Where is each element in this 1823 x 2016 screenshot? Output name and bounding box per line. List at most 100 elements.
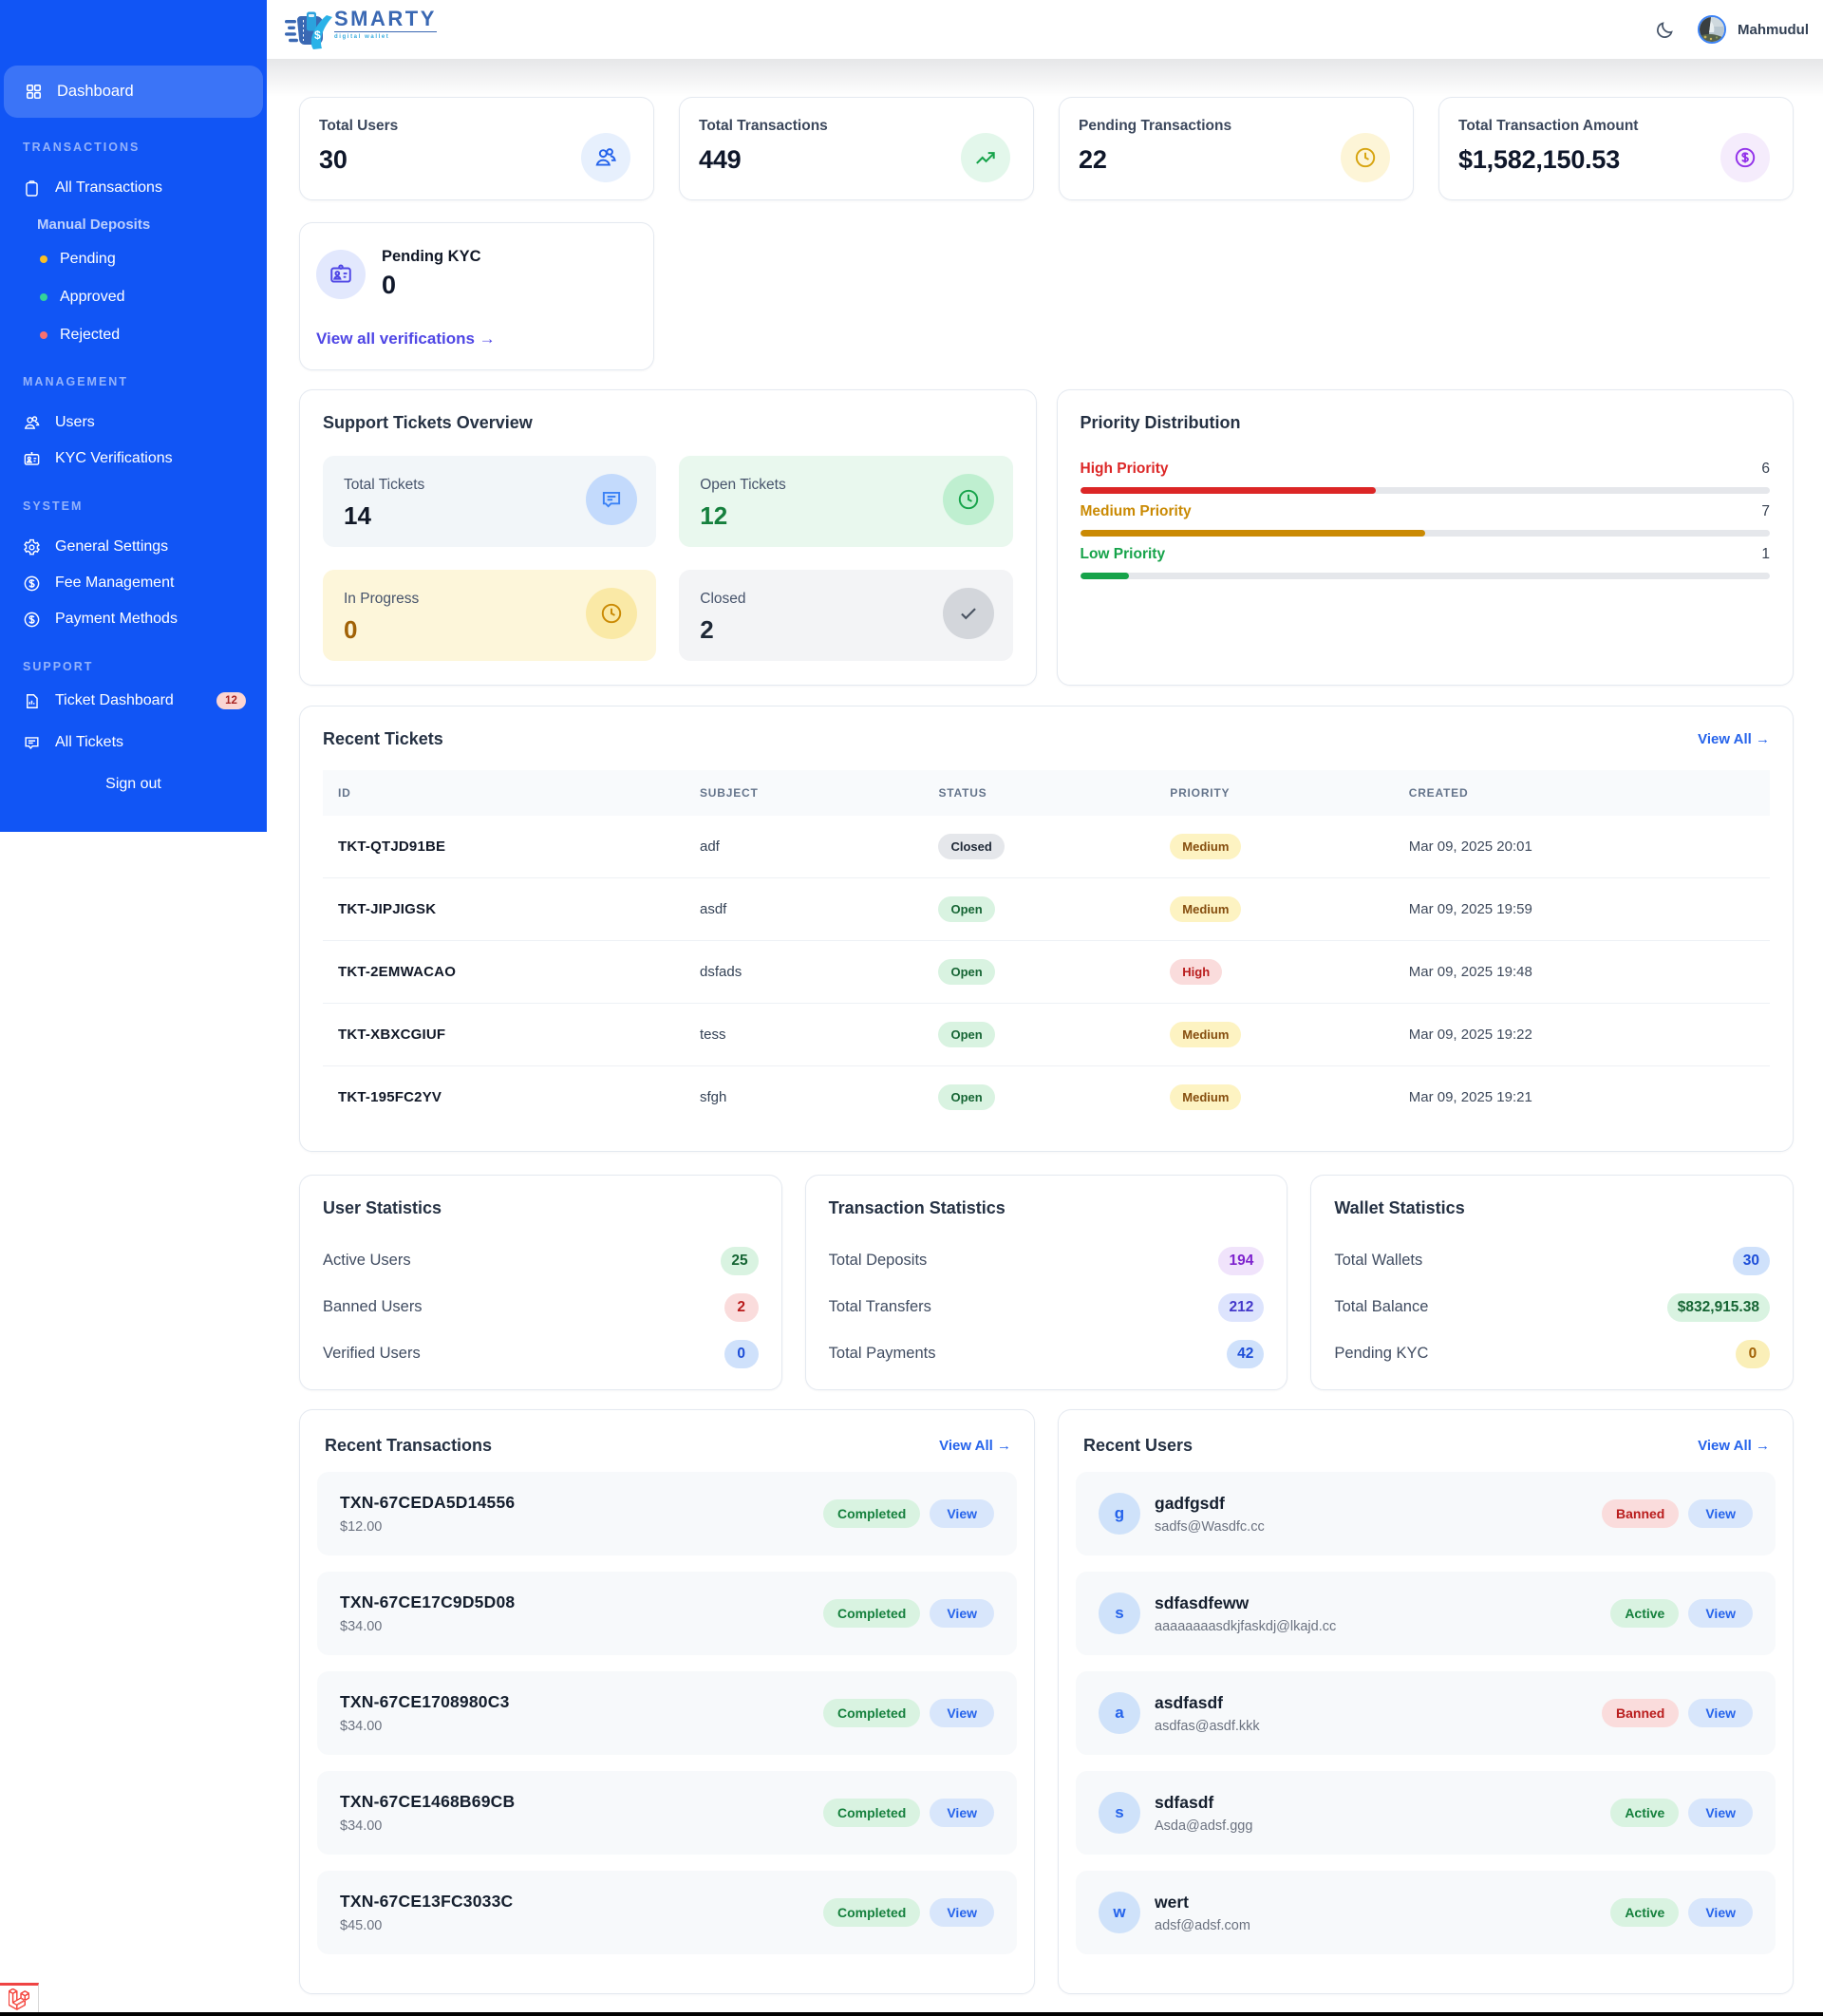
user-row: w wert adsf@adsf.com Active View [1076,1871,1776,1954]
view-transaction-button[interactable]: View [930,1898,994,1927]
user-initial-avatar: w [1099,1892,1140,1933]
kyc-value: 0 [382,271,397,299]
sidebar-item-fee-management[interactable]: Fee Management [0,565,267,601]
sidebar-item-all-transactions[interactable]: All Transactions [0,170,267,206]
user-email: asdfas@asdf.kkk [1155,1718,1260,1734]
stat-value: $1,582,150.53 [1458,145,1621,174]
tile-value: 0 [344,615,358,644]
view-transaction-button[interactable]: View [930,1599,994,1628]
stat-row: Verified Users 0 [323,1330,759,1377]
priority-value: 6 [1761,461,1770,477]
user-name[interactable]: Mahmudul [1738,21,1809,38]
clock-icon [1355,147,1376,168]
status-badge: Open [938,896,995,922]
brand-logo-icon: $ [285,11,332,49]
brand-logo[interactable]: $ SMARTY digital wallet [285,9,437,50]
sidebar-item-dashboard[interactable]: Dashboard [4,66,263,118]
avatar[interactable] [1698,15,1726,44]
column-header-priority: PRIORITY [1155,770,1394,816]
column-header-status: STATUS [923,770,1156,816]
stat-value: 22 [1079,145,1107,174]
sidebar-sublabel-manual-deposits: Manual Deposits [37,216,151,233]
user-row: s sdfasdfeww aaaaaaaasdkjfaskdj@lkajd.cc… [1076,1572,1776,1655]
brand-name: SMARTY [334,7,437,32]
view-user-button[interactable]: View [1688,1499,1753,1528]
sidebar-item-label: Approved [60,289,125,305]
wallet-statistics-card: Wallet Statistics Total Wallets 30 Total… [1310,1175,1794,1390]
recent-row: Recent Transactions View All → TXN-67CED… [299,1409,1794,1994]
sidebar-item-general-settings[interactable]: General Settings [0,529,267,565]
sidebar-item-payment-methods[interactable]: Payment Methods [0,601,267,637]
sidebar-item-rejected[interactable]: Rejected [0,318,267,352]
laravel-debugbar-button[interactable] [0,1983,39,2013]
ticket-created: Mar 09, 2025 19:59 [1393,877,1770,941]
priority-row-medium: Medium Priority 7 [1080,503,1770,537]
view-all-transactions-link[interactable]: View All → [939,1438,1011,1454]
recent-users-card: Recent Users View All → g gadfgsdf sadfs… [1058,1409,1794,1994]
transaction-amount: $34.00 [340,1818,383,1834]
view-user-button[interactable]: View [1688,1799,1753,1827]
view-all-verifications-link[interactable]: View all verifications → [316,330,496,348]
priority-bar-fill [1080,573,1130,579]
stat-row: Total Transfers 212 [829,1284,1265,1330]
sidebar-item-pending[interactable]: Pending [0,242,267,276]
ticket-id: TKT-2EMWACAO [323,940,685,1004]
user-email: adsf@adsf.com [1155,1917,1250,1933]
ticket-row[interactable]: TKT-XBXCGIUF tess Open Medium Mar 09, 20… [323,1003,1770,1066]
stat-row-label: Total Deposits [828,1252,928,1269]
stat-row-value: 2 [724,1292,759,1322]
sidebar-item-all-tickets[interactable]: All Tickets [0,725,267,761]
sidebar-item-ticket-dashboard[interactable]: Ticket Dashboard 12 [0,683,267,719]
view-user-button[interactable]: View [1688,1699,1753,1727]
transaction-amount: $45.00 [340,1918,383,1933]
stat-card-total-transaction-amount: Total Transaction Amount $1,582,150.53 [1438,97,1794,200]
ticket-row[interactable]: TKT-QTJD91BE adf Closed Medium Mar 09, 2… [323,816,1770,878]
stat-row: Total Wallets 30 [1334,1237,1770,1284]
view-transaction-button[interactable]: View [930,1799,994,1827]
user-status-badge: Banned [1602,1499,1680,1528]
ticket-id: TKT-195FC2YV [323,1065,685,1128]
stat-row-label: Active Users [323,1252,411,1269]
tile-closed: Closed 2 [679,570,1013,661]
transaction-row: TXN-67CE1468B69CB $34.00 Completed View [317,1771,1017,1855]
sidebar-item-label: Payment Methods [55,611,178,627]
ticket-id: TKT-QTJD91BE [338,838,446,855]
stat-row: Total Payments 42 [829,1330,1265,1377]
stat-label: Total Users [319,118,399,134]
view-user-button[interactable]: View [1688,1898,1753,1927]
tile-value: 12 [700,501,728,530]
signout-button[interactable]: Sign out [105,776,161,792]
card-title: Support Tickets Overview [323,413,533,432]
view-transaction-button[interactable]: View [930,1699,994,1727]
view-all-tickets-link[interactable]: View All → [1698,731,1770,747]
transaction-status-badge: Completed [823,1599,921,1628]
chat-icon [603,491,621,508]
priority-row-high: High Priority 6 [1080,461,1770,494]
view-all-users-link[interactable]: View All → [1698,1438,1770,1454]
sidebar-item-users[interactable]: Users [0,405,267,441]
ticket-row[interactable]: TKT-2EMWACAO dsfads Open High Mar 09, 20… [323,940,1770,1004]
view-user-button[interactable]: View [1688,1599,1753,1628]
stat-row-value: 42 [1227,1339,1265,1368]
stat-row: Banned Users 2 [323,1284,759,1330]
user-name: wert [1155,1892,1189,1912]
ticket-row[interactable]: TKT-195FC2YV sfgh Open Medium Mar 09, 20… [323,1065,1770,1128]
card-title: Wallet Statistics [1334,1198,1465,1217]
ticket-row[interactable]: TKT-JIPJIGSK asdf Open Medium Mar 09, 20… [323,877,1770,941]
dark-mode-toggle[interactable] [1650,15,1679,44]
stat-row: Active Users 25 [323,1237,759,1284]
card-title: User Statistics [323,1198,442,1217]
sidebar-item-label: Dashboard [57,83,134,100]
priority-value: 7 [1761,503,1770,519]
stat-label: Total Transactions [699,118,828,134]
ticket-subject: tess [685,1003,924,1066]
main-content: Total Users 30 Total Transactions 449 Pe… [267,59,1823,2016]
stats-row: Total Users 30 Total Transactions 449 Pe… [299,97,1794,200]
status-badge: Open [938,1022,995,1047]
overview-priority-row: Support Tickets Overview Total Tickets 1… [299,389,1794,686]
tile-label: Open Tickets [700,477,786,493]
sidebar-item-approved[interactable]: Approved [0,280,267,314]
sidebar-item-label: All Tickets [55,734,124,750]
view-transaction-button[interactable]: View [930,1499,994,1528]
sidebar-item-kyc-verifications[interactable]: KYC Verifications [0,441,267,477]
